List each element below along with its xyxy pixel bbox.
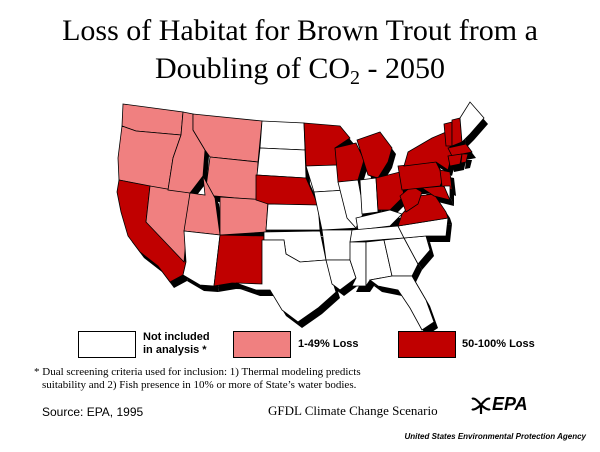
source-text: Source: EPA, 1995 xyxy=(42,405,144,419)
agency-name: United States Environmental Protection A… xyxy=(404,432,586,441)
state-az xyxy=(182,230,221,287)
legend-swatch-low-loss xyxy=(233,331,291,358)
legend-label-not-included: Not included in analysis * xyxy=(143,331,210,357)
legend-label-not-included-line2: in analysis * xyxy=(143,344,207,356)
state-ar xyxy=(321,229,355,261)
state-nj xyxy=(439,169,453,191)
title-line-2-text: Doubling of CO xyxy=(155,52,350,85)
state-mi xyxy=(356,131,393,179)
title-line-1: Loss of Habitat for Brown Trout from a xyxy=(62,14,538,47)
state-ky xyxy=(355,209,403,231)
footnote: * Dual screening criteria used for inclu… xyxy=(34,366,394,392)
state-ct xyxy=(447,153,463,167)
title-line-2-suffix: - 2050 xyxy=(360,52,446,85)
state-ri xyxy=(460,153,469,164)
state-nm xyxy=(213,234,265,287)
legend-swatch-not-included xyxy=(78,331,136,358)
legend-swatch-high-loss xyxy=(398,331,456,358)
footnote-line-2: suitability and 2) Fish presence in 10% … xyxy=(42,379,357,391)
epa-flower-icon xyxy=(471,397,491,414)
title-line-2: Doubling of CO2 - 2050 xyxy=(0,50,600,97)
state-me xyxy=(459,101,485,143)
shadow-ri xyxy=(465,160,472,169)
map-title: Loss of Habitat for Brown Trout from a D… xyxy=(0,12,600,97)
scenario-text: GFDL Climate Change Scenario xyxy=(268,403,438,418)
title-subscript: 2 xyxy=(350,67,360,89)
epa-logo-text: EPA xyxy=(492,394,528,414)
state-co xyxy=(219,196,269,236)
state-ga xyxy=(383,237,419,277)
epa-logo: EPA xyxy=(470,394,528,415)
state-sd xyxy=(256,147,307,179)
state-ks xyxy=(265,203,321,231)
state-wi xyxy=(334,142,365,183)
state-oh xyxy=(375,171,405,211)
state-in xyxy=(359,177,379,215)
legend-label-not-included-line1: Not included xyxy=(143,331,210,343)
footnote-line-1: * Dual screening criteria used for inclu… xyxy=(34,366,361,378)
state-nd xyxy=(259,120,306,151)
state-de xyxy=(443,185,451,201)
legend-label-low-loss: 1-49% Loss xyxy=(298,338,359,350)
state-fl xyxy=(369,275,435,331)
legend-label-high-loss: 50-100% Loss xyxy=(462,338,535,350)
state-tx xyxy=(235,239,337,323)
state-shapes xyxy=(116,101,485,331)
state-la xyxy=(325,259,357,291)
state-ma xyxy=(447,143,473,157)
